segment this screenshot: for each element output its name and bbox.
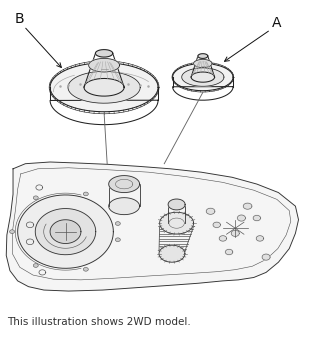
Polygon shape (256, 236, 264, 241)
Polygon shape (219, 236, 227, 241)
Ellipse shape (33, 264, 38, 267)
Polygon shape (84, 78, 124, 96)
Text: This illustration shows 2WD model.: This illustration shows 2WD model. (7, 317, 191, 327)
Polygon shape (168, 199, 185, 210)
Polygon shape (193, 59, 212, 68)
Ellipse shape (83, 192, 88, 196)
Ellipse shape (10, 230, 15, 234)
Text: A: A (272, 16, 282, 30)
Polygon shape (68, 71, 140, 103)
Polygon shape (35, 209, 96, 255)
Polygon shape (182, 68, 224, 86)
Polygon shape (206, 208, 215, 214)
Polygon shape (173, 63, 233, 91)
Polygon shape (89, 58, 120, 72)
Polygon shape (109, 176, 140, 193)
Polygon shape (237, 215, 246, 221)
Polygon shape (243, 203, 252, 209)
Ellipse shape (115, 222, 120, 225)
Polygon shape (231, 230, 239, 236)
Polygon shape (109, 198, 140, 214)
Ellipse shape (83, 267, 88, 271)
Polygon shape (159, 245, 185, 262)
Polygon shape (213, 222, 220, 227)
Polygon shape (6, 162, 299, 291)
Polygon shape (191, 72, 215, 82)
Polygon shape (160, 212, 193, 234)
Polygon shape (198, 54, 208, 58)
Text: B: B (14, 12, 24, 26)
Polygon shape (95, 49, 113, 57)
Polygon shape (253, 215, 260, 221)
Polygon shape (262, 254, 270, 260)
Polygon shape (50, 220, 81, 243)
Polygon shape (18, 195, 113, 268)
Polygon shape (50, 63, 158, 112)
Polygon shape (225, 249, 233, 255)
Ellipse shape (115, 238, 120, 241)
Ellipse shape (33, 196, 38, 199)
